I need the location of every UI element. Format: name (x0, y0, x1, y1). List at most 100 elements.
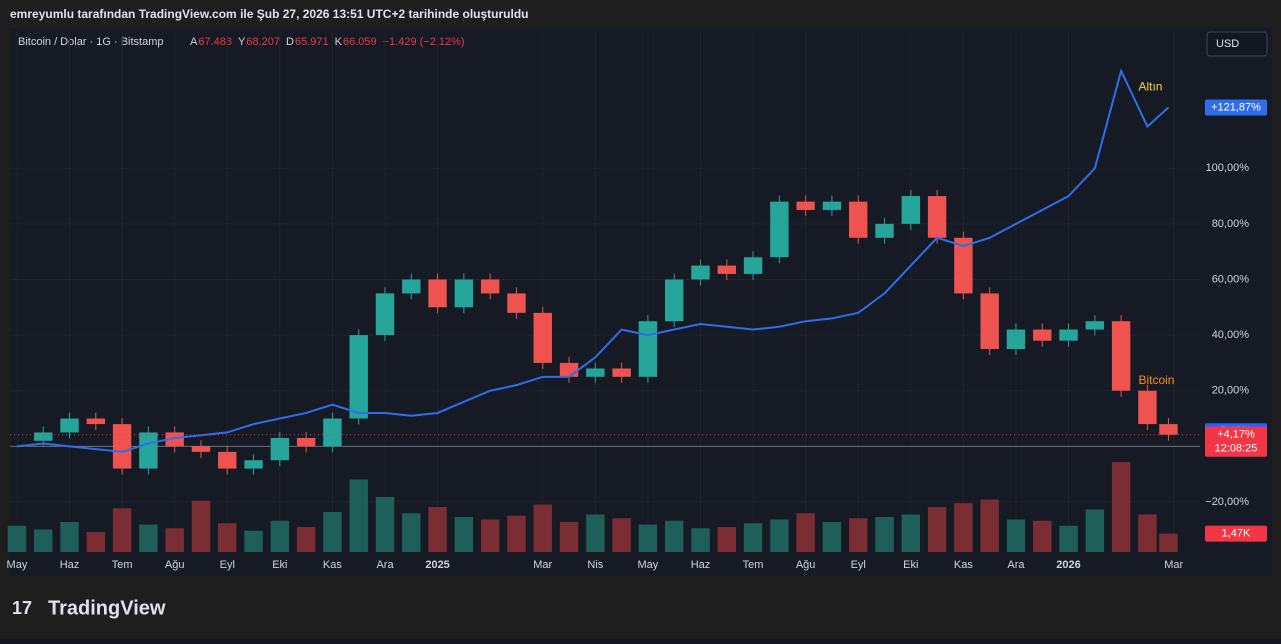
volume-bar (34, 529, 53, 552)
y-tick-label: 80,00% (1212, 218, 1250, 230)
ohlc: A 67.488 Y 68.207 D 65.971 K 66.059 −1.429 (−2,1… (190, 36, 465, 48)
volume-bar (139, 524, 158, 552)
candle (244, 460, 263, 469)
volume-bar (7, 525, 27, 552)
btc-tag-bg (1205, 426, 1267, 457)
x-tick-label: Eki (272, 559, 287, 571)
y-tick-label: 20,00% (1212, 385, 1250, 397)
y-tick-label: −20,00% (1205, 496, 1249, 508)
ohlc-value: 68.207 (246, 36, 280, 48)
y-tick-label: 100,00% (1206, 162, 1250, 174)
x-tick-label: 2025 (425, 559, 449, 571)
x-tick-label: May (7, 559, 28, 571)
candle (927, 196, 947, 238)
ohlc-key: K (335, 36, 343, 48)
candle (664, 279, 684, 322)
x-tick-label: Eyl (851, 559, 866, 571)
change: −1.429 (−2,12%) (383, 36, 465, 48)
volume-bar (533, 504, 552, 552)
candle (428, 279, 447, 308)
candle (901, 196, 921, 224)
volume-tag-bg (1205, 525, 1267, 542)
currency-button[interactable] (1206, 31, 1268, 57)
volume-bar (901, 514, 921, 552)
candle (717, 265, 736, 274)
volume-bar (559, 522, 579, 552)
volume-bar (296, 527, 316, 552)
line (16, 68, 1170, 453)
volume-bar (270, 520, 290, 552)
symbol: Bitcoin / Dolar · 1G · Bitstamp (18, 36, 164, 48)
volume-bar (927, 507, 947, 552)
ohlc-key: A (190, 36, 198, 48)
candle (191, 446, 211, 452)
volume-bar (1159, 533, 1178, 552)
volume-bar (86, 532, 106, 552)
x-tick-label: Mar (1164, 559, 1183, 571)
volume-bar (349, 479, 368, 552)
candle (1033, 329, 1052, 341)
volume-bar (1059, 525, 1078, 552)
volume-bar (480, 519, 500, 552)
ohlc-key: D (286, 36, 294, 48)
volume-bar (1033, 520, 1052, 552)
candle (586, 368, 605, 377)
candle (980, 293, 999, 350)
volume-bar (375, 497, 395, 552)
candle (112, 424, 132, 469)
x-tick-label: Ara (376, 559, 394, 571)
volume-bar (1085, 509, 1105, 552)
x-tick-label: Nis (587, 559, 603, 571)
ohlc-value: 67.488 (198, 36, 232, 48)
volume-bar (717, 527, 736, 552)
currency[interactable]: USD (1216, 38, 1239, 50)
x-tick-label: Ara (1007, 559, 1025, 571)
candle (1006, 329, 1026, 350)
x-tick-label: Ağu (165, 559, 185, 571)
x-tick-label: Mar (533, 559, 552, 571)
candle (1111, 321, 1131, 391)
volume-bar (112, 508, 132, 552)
candle (1059, 329, 1078, 341)
chart-area (10, 28, 1272, 576)
gold-tag-bg (1205, 99, 1267, 116)
y-tick-label: 60,00% (1212, 273, 1250, 285)
volume-bar (60, 522, 79, 552)
volume-bar (1138, 514, 1157, 552)
candle (86, 418, 106, 425)
x-tick-label: Eki (903, 559, 918, 571)
volume-bar (244, 530, 263, 552)
ohlc-key: Y (238, 36, 246, 48)
volume-bar (1006, 519, 1026, 552)
volume-bar (796, 513, 815, 552)
candle (612, 368, 631, 377)
candle (559, 362, 579, 377)
candle (34, 432, 53, 441)
x-tick-label: Eyl (220, 559, 235, 571)
candle (875, 223, 894, 238)
candle (60, 418, 79, 433)
gold-tag: +121,87% (1211, 101, 1261, 113)
volume-bar (454, 517, 474, 552)
candle (638, 321, 658, 377)
x-tick-label: 2026 (1056, 559, 1080, 571)
x-tick-label: Kas (323, 559, 342, 571)
countdown: 12:08:25 (1215, 443, 1258, 455)
candle (743, 257, 763, 274)
x-tick-label: Tem (743, 559, 764, 571)
candle (1159, 424, 1178, 435)
candle (1085, 321, 1105, 330)
x-tick-label: Haz (691, 559, 711, 571)
volume-bar (743, 523, 763, 552)
ohlc-value: 65.971 (295, 36, 329, 48)
y-tick-label: 40,00% (1212, 329, 1250, 341)
candle (1138, 390, 1157, 425)
volume-bar (875, 517, 894, 552)
volume-bar (638, 524, 658, 552)
candle (480, 279, 500, 294)
volume-bar (507, 515, 526, 552)
candle (454, 279, 474, 308)
candle (323, 418, 342, 447)
header: emreyumlu tarafından TradingView.com ile… (10, 7, 528, 21)
